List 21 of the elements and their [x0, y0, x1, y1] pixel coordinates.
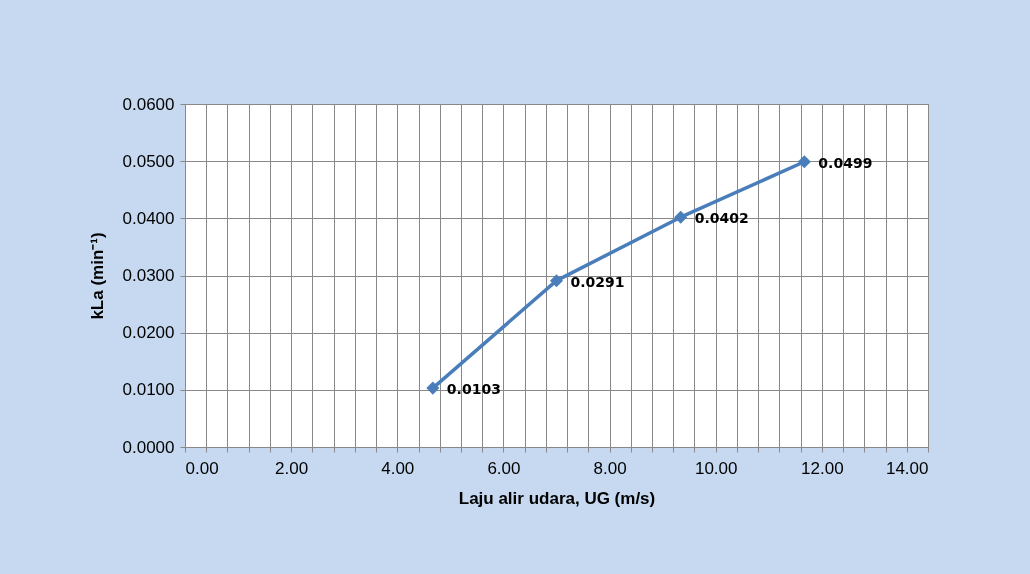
x-tick-label: 6.00: [487, 458, 521, 478]
data-label: 0.0402: [694, 210, 749, 227]
y-tick-label: 0.0500: [122, 151, 175, 171]
x-tick-label: 2.00: [275, 458, 309, 478]
y-tick-label: 0.0400: [122, 208, 175, 228]
data-label: 0.0291: [570, 273, 625, 290]
x-tick-label: 10.00: [694, 458, 738, 478]
x-axis-title: Laju alir udara, UG (m/s): [458, 488, 656, 508]
x-tick-label: 12.00: [801, 458, 844, 478]
x-tick-label: 4.00: [381, 458, 415, 478]
y-tick-label: 0.0600: [122, 94, 175, 114]
y-tick-label: 0.0100: [122, 380, 175, 400]
y-axis-title: kLa (min⁻¹): [87, 232, 107, 320]
x-tick-label: 14.00: [885, 458, 929, 478]
y-tick-label: 0.0200: [122, 323, 175, 343]
y-tick-label: 0.0000: [122, 437, 175, 457]
data-label: 0.0103: [446, 381, 501, 398]
x-tick-label: 0.00: [185, 458, 219, 478]
data-label: 0.0499: [818, 154, 873, 171]
y-tick-label: 0.0300: [122, 266, 175, 285]
x-tick-label: 8.00: [593, 458, 627, 478]
